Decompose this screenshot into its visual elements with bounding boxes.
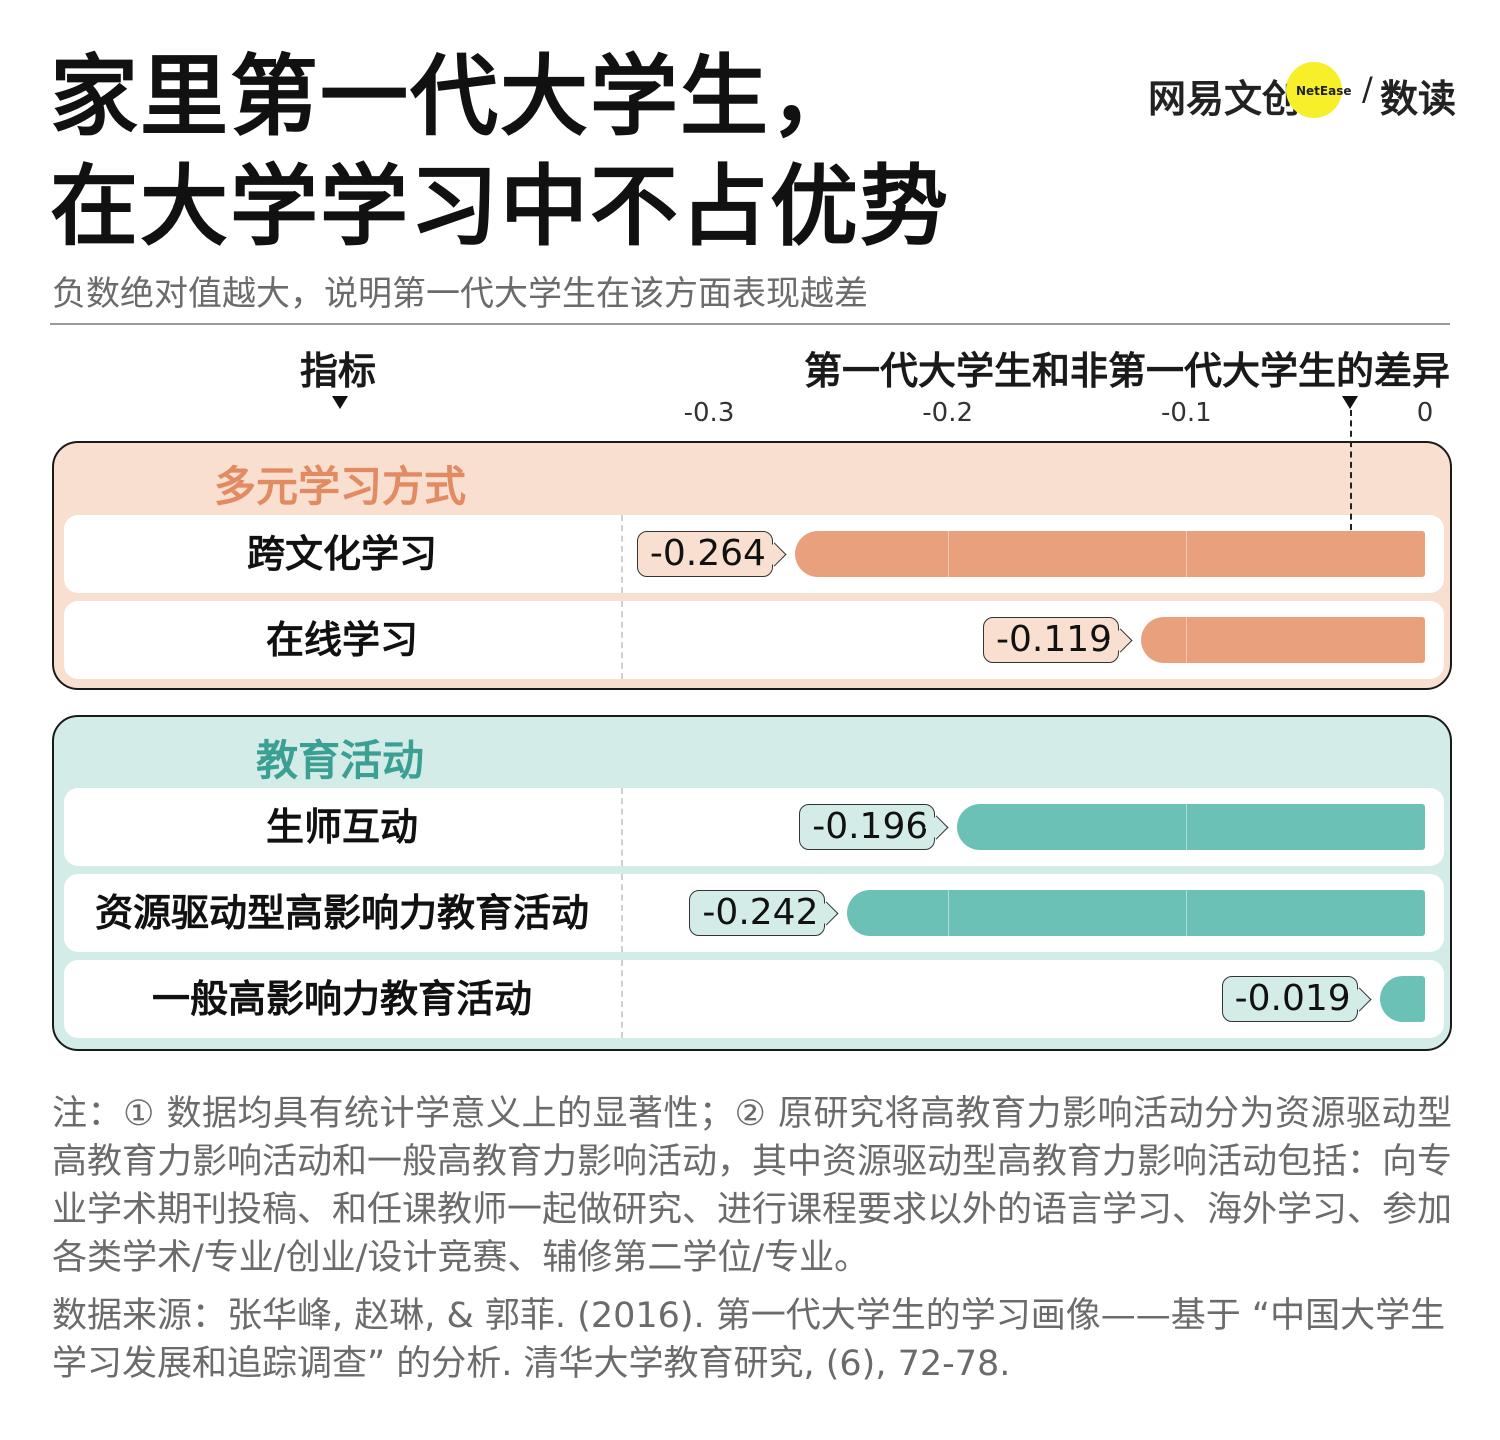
group-title: 教育活动 xyxy=(255,736,424,785)
group-panel-education-activities: 教育活动 生师互动 -0.196 资源驱动型高影响力教育活动 -0.242 一般高影响力… xyxy=(52,715,1452,1051)
row-separator xyxy=(621,788,623,866)
row-separator xyxy=(621,601,623,679)
row-separator xyxy=(621,960,623,1038)
category-label: 资源驱动型高影响力教育活动 xyxy=(94,891,589,935)
bar xyxy=(847,890,1425,936)
bar xyxy=(1140,617,1425,663)
value-label: -0.119 xyxy=(982,617,1119,663)
bar-gridline xyxy=(1186,890,1188,936)
subtitle: 负数绝对值越大，说明第一代大学生在该方面表现越差 xyxy=(52,274,868,314)
brand-name-cn: 网易文创 xyxy=(1148,77,1301,121)
bar xyxy=(957,804,1425,850)
brand-name-en: NetEase xyxy=(1296,84,1352,98)
bar-row: 资源驱动型高影响力教育活动 -0.242 xyxy=(64,874,1444,952)
difference-arrow-icon xyxy=(1342,396,1358,409)
value-label: -0.019 xyxy=(1221,976,1358,1022)
difference-header: 第一代大学生和非第一代大学生的差异 xyxy=(803,349,1450,393)
value-label: -0.242 xyxy=(689,890,826,936)
group-panel-diverse-learning: 多元学习方式 跨文化学习 -0.264 在线学习 -0.119 xyxy=(52,441,1452,690)
x-tick-label: -0.3 xyxy=(683,398,735,428)
title-line-2: 在大学学习中不占优势 xyxy=(50,155,951,258)
brand-dot-icon xyxy=(1286,62,1342,118)
bar-gridline xyxy=(947,890,949,936)
indicator-arrow-icon xyxy=(332,396,348,409)
bar-row: 一般高影响力教育活动 -0.019 xyxy=(64,960,1444,1038)
reference-dashed-line xyxy=(1350,410,1352,530)
bar-row: 跨文化学习 -0.264 xyxy=(64,515,1444,593)
bar-row: 生师互动 -0.196 xyxy=(64,788,1444,866)
indicator-header: 指标 xyxy=(300,349,377,393)
row-separator xyxy=(621,515,623,593)
data-source: 数据来源：张华峰, 赵琳, & 郭菲. (2016). 第一代大学生的学习画像—… xyxy=(52,1296,1446,1384)
bar-gridline xyxy=(1186,531,1188,577)
footnote: 注：① 数据均具有统计学意义上的显著性；② 原研究将高教育力影响活动分为资源驱动… xyxy=(52,1094,1453,1278)
value-label: -0.196 xyxy=(799,804,936,850)
page-title: 家里第一代大学生， 在大学学习中不占优势 xyxy=(50,42,950,262)
bar xyxy=(1379,976,1425,1022)
x-tick-label: 0 xyxy=(1416,398,1434,428)
brand-column: 数读 xyxy=(1380,77,1457,121)
bar-gridline xyxy=(1186,617,1188,663)
group-title: 多元学习方式 xyxy=(213,462,466,511)
brand-slash: / xyxy=(1362,70,1373,108)
bar-row: 在线学习 -0.119 xyxy=(64,601,1444,679)
category-label: 一般高影响力教育活动 xyxy=(151,977,532,1021)
bar xyxy=(794,531,1425,577)
category-label: 生师互动 xyxy=(265,805,418,849)
bar-gridline xyxy=(1186,804,1188,850)
x-tick-label: -0.1 xyxy=(1160,398,1212,428)
bar-gridline xyxy=(947,531,949,577)
divider xyxy=(50,323,1450,325)
row-separator xyxy=(621,874,623,952)
brand-logo: 网易文创 NetEase / 数读 xyxy=(1148,62,1456,122)
x-tick-label: -0.2 xyxy=(922,398,974,428)
category-label: 跨文化学习 xyxy=(246,532,437,576)
value-label: -0.264 xyxy=(636,531,773,577)
category-label: 在线学习 xyxy=(265,618,418,662)
title-line-1: 家里第一代大学生， xyxy=(50,45,861,148)
